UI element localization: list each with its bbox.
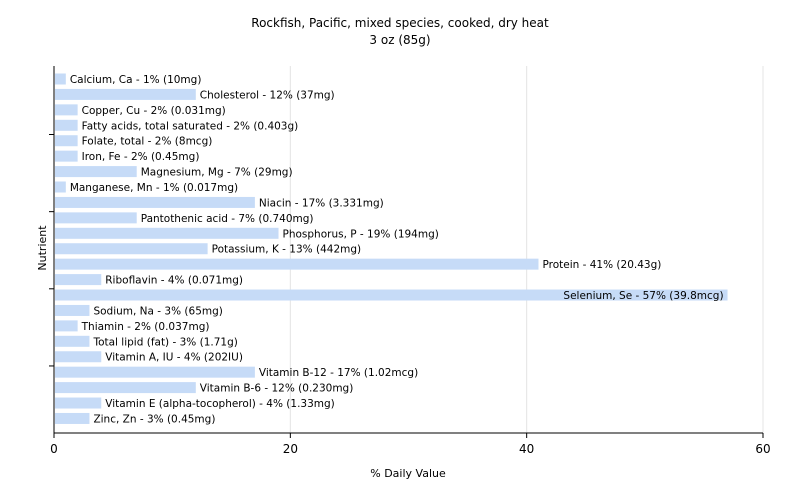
bar	[55, 304, 90, 316]
bar-label: Selenium, Se - 57% (39.8mcg)	[563, 290, 723, 302]
chart-subtitle: 3 oz (85g)	[369, 33, 430, 47]
bar	[55, 88, 196, 100]
bar-label: Vitamin E (alpha-tocopherol) - 4% (1.33m…	[105, 398, 335, 410]
bar-label: Total lipid (fat) - 3% (1.71g)	[92, 336, 237, 348]
bar-label: Vitamin A, IU - 4% (202IU)	[105, 352, 243, 364]
bar	[55, 397, 102, 409]
bar-label: Phosphorus, P - 19% (194mg)	[283, 228, 439, 240]
bars	[55, 73, 728, 424]
bar	[55, 227, 279, 239]
bar-label: Folate, total - 2% (8mcg)	[82, 136, 213, 148]
bar-label: Riboflavin - 4% (0.071mg)	[105, 275, 243, 287]
axes: 0 20 40 60	[49, 66, 771, 456]
bar	[55, 274, 102, 286]
bar-label: Zinc, Zn - 3% (0.45mg)	[93, 413, 215, 425]
x-tick-label: 60	[755, 442, 770, 456]
bar-label: Potassium, K - 13% (442mg)	[212, 244, 362, 256]
bar-label: Calcium, Ca - 1% (10mg)	[70, 74, 202, 86]
bar-label: Manganese, Mn - 1% (0.017mg)	[70, 182, 238, 194]
x-tick-label: 0	[50, 442, 58, 456]
bar	[55, 320, 78, 332]
x-tick-label: 20	[283, 442, 298, 456]
bar-label: Iron, Fe - 2% (0.45mg)	[82, 151, 200, 163]
bar-label: Vitamin B-6 - 12% (0.230mg)	[200, 383, 354, 395]
bar	[55, 150, 78, 162]
bar	[55, 335, 90, 347]
bar-label: Protein - 41% (20.43g)	[542, 259, 661, 271]
x-axis-title: % Daily Value	[370, 467, 446, 480]
bar-label: Sodium, Na - 3% (65mg)	[93, 305, 222, 317]
bar	[55, 243, 208, 255]
bar-label: Pantothenic acid - 7% (0.740mg)	[141, 213, 314, 225]
bar-label: Cholesterol - 12% (37mg)	[200, 89, 335, 101]
bar	[55, 73, 66, 85]
grid-lines	[289, 66, 764, 433]
bar-label: Copper, Cu - 2% (0.031mg)	[82, 105, 226, 117]
bar	[55, 135, 78, 147]
bar-label: Niacin - 17% (3.331mg)	[259, 197, 384, 209]
bar	[55, 212, 137, 224]
bar	[55, 366, 255, 378]
bar	[55, 104, 78, 116]
bar-label: Thiamin - 2% (0.037mg)	[81, 321, 210, 333]
bar	[55, 289, 728, 301]
bar	[55, 382, 196, 394]
bar	[55, 351, 102, 363]
bar	[55, 412, 90, 424]
bar	[55, 119, 78, 131]
bar-labels: Calcium, Ca - 1% (10mg) Cholesterol - 12%…	[70, 74, 724, 425]
chart-title: Rockfish, Pacific, mixed species, cooked…	[251, 16, 549, 30]
bar-label: Fatty acids, total saturated - 2% (0.403…	[82, 120, 299, 132]
bar-label: Vitamin B-12 - 17% (1.02mcg)	[259, 367, 418, 379]
y-axis-title: Nutrient	[36, 225, 49, 271]
bar	[55, 258, 539, 270]
x-tick-label: 40	[519, 442, 534, 456]
bar	[55, 181, 66, 193]
bar-label: Magnesium, Mg - 7% (29mg)	[141, 167, 293, 179]
bar	[55, 166, 137, 178]
bar	[55, 196, 255, 208]
